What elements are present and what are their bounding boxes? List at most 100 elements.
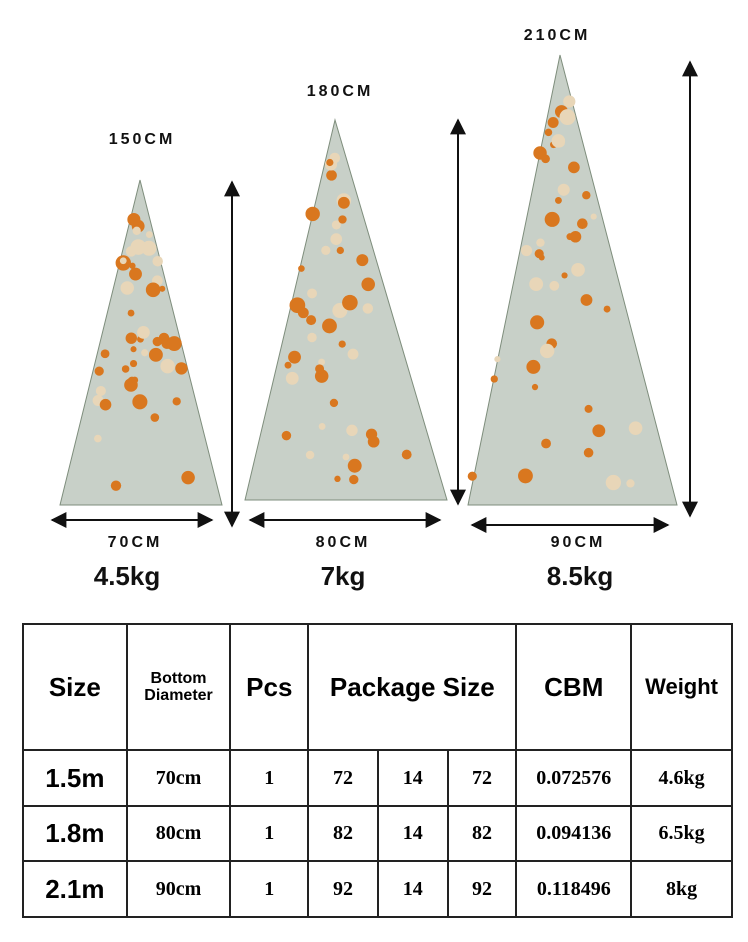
- ornament: [330, 233, 343, 246]
- ornament: [307, 288, 317, 299]
- ornament: [306, 315, 317, 326]
- ornament: [549, 280, 560, 291]
- ornament: [127, 309, 135, 317]
- table-cell: 6.5kg: [630, 804, 733, 863]
- ornament: [152, 256, 163, 267]
- table-cell: 1: [229, 860, 310, 918]
- ornament: [526, 359, 541, 374]
- ornament: [347, 458, 362, 473]
- ornament: [125, 332, 137, 344]
- ornament: [338, 215, 347, 224]
- ornament: [547, 116, 559, 128]
- table-cell: 90cm: [125, 860, 232, 918]
- ornament: [127, 212, 141, 227]
- ornament: [160, 358, 175, 374]
- table-cell: 80cm: [125, 804, 232, 863]
- ornament: [326, 158, 334, 167]
- trees: [59, 54, 678, 506]
- table-cell: 4.6kg: [630, 749, 733, 807]
- ornament: [334, 475, 341, 483]
- ornament: [356, 254, 369, 267]
- spec-table: Size Bottom Diameter Pcs Package Size CB…: [22, 622, 733, 918]
- ornament: [132, 226, 141, 235]
- ornament: [349, 474, 359, 485]
- ornament: [175, 362, 188, 375]
- diameter-label: 70CM: [108, 534, 163, 551]
- ornament: [95, 385, 106, 396]
- table-cell: 0.072576: [515, 749, 633, 807]
- table-cell: 72: [446, 749, 518, 807]
- table-cell: 8kg: [630, 860, 733, 918]
- ornament: [367, 435, 380, 448]
- ornament: [554, 196, 562, 204]
- ornament: [121, 365, 130, 373]
- ornament: [571, 262, 585, 277]
- ornament: [145, 231, 153, 238]
- ornament: [539, 343, 555, 359]
- ornament: [346, 424, 358, 437]
- tree: [467, 54, 678, 506]
- ornament: [337, 196, 350, 209]
- ornament: [583, 447, 594, 458]
- dimension-arrows: [50, 60, 698, 533]
- ornament: [145, 282, 161, 298]
- ornament: [285, 371, 299, 385]
- ornament: [628, 421, 643, 435]
- table-row: 2.1m 90cm 1 92 14 92 0.118496 8kg: [22, 860, 733, 918]
- ornament: [467, 471, 477, 481]
- ornament: [569, 230, 582, 243]
- table-cell: 1.5m: [22, 749, 128, 807]
- ornament: [590, 213, 597, 220]
- ornament: [297, 307, 309, 319]
- ornament: [137, 326, 150, 339]
- ornament: [529, 277, 544, 292]
- ornament: [129, 359, 138, 368]
- table-cell: 14: [376, 749, 449, 807]
- ornament: [592, 424, 606, 438]
- ornament: [536, 238, 545, 247]
- ornament: [321, 245, 331, 255]
- table-cell: 2.1m: [22, 860, 128, 918]
- ornament: [284, 361, 292, 369]
- ornament: [132, 394, 148, 410]
- ornament: [530, 315, 545, 330]
- table-cell: 1: [229, 804, 310, 863]
- ornament: [110, 480, 122, 491]
- table-cell: 1: [229, 749, 310, 807]
- ornament: [557, 183, 570, 196]
- ornament: [129, 262, 136, 269]
- header-row: Size Bottom Diameter Pcs Package Size CB…: [22, 622, 733, 752]
- ornament: [326, 170, 336, 180]
- table-row: 1.8m 80cm 1 82 14 82 0.094136 6.5kg: [22, 804, 733, 863]
- ornament: [159, 285, 166, 292]
- ornament: [141, 240, 157, 256]
- ornament: [318, 422, 326, 430]
- ornament: [518, 468, 533, 484]
- ornament: [338, 340, 346, 348]
- table-cell: 0.094136: [515, 804, 633, 863]
- table-cell: 14: [376, 860, 449, 918]
- table-cell: 82: [307, 804, 379, 863]
- ornament: [129, 267, 142, 281]
- ornament: [181, 470, 195, 485]
- diameter-label: 80CM: [316, 534, 371, 551]
- header-cell: Pcs: [229, 622, 310, 752]
- ornament: [603, 305, 611, 313]
- ornament: [130, 346, 137, 353]
- ornament: [94, 366, 104, 376]
- ornament: [152, 336, 163, 347]
- ornament: [605, 474, 622, 491]
- ornament: [534, 249, 544, 259]
- ornament: [131, 376, 139, 384]
- ornament: [544, 128, 553, 137]
- height-label: 180CM: [307, 83, 374, 100]
- ornament: [166, 336, 182, 352]
- ornament: [626, 479, 635, 488]
- table-cell: 14: [376, 804, 449, 863]
- ornament: [125, 246, 137, 257]
- ornament: [298, 265, 305, 272]
- table-cell: 0.118496: [515, 860, 633, 918]
- header-cell: Size: [22, 622, 128, 752]
- ornament: [342, 294, 358, 311]
